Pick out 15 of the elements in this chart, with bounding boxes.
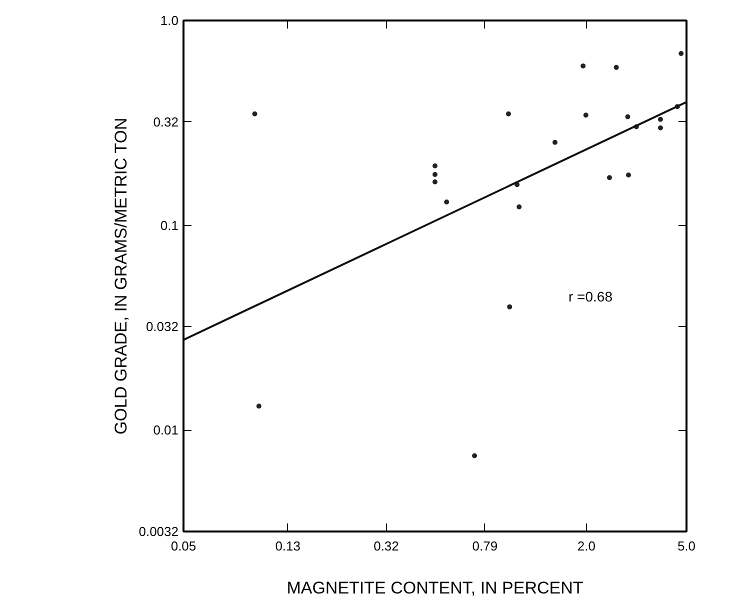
y-tick-label: 0.32: [153, 114, 179, 130]
annotation: r =0.68: [568, 288, 613, 304]
x-tick-label: 2.0: [577, 538, 596, 554]
y-tick-label: 0.01: [153, 422, 179, 438]
y-tick-label: 0.0032: [138, 524, 179, 539]
x-tick-label: 0.32: [374, 538, 399, 554]
y-axis-title: GOLD GRADE, IN GRAMS/METRIC TON: [112, 118, 131, 435]
x-tick-label: 0.05: [170, 538, 196, 554]
y-tick-label: 0.032: [146, 319, 179, 334]
x-tick-label: 0.79: [472, 538, 498, 554]
y-tick-label: 0.1: [160, 218, 179, 233]
y-tick-label: 1.0: [160, 13, 179, 28]
x-axis-title: MAGNETITE CONTENT, IN PERCENT: [286, 578, 584, 598]
x-tick-label: 0.13: [275, 538, 301, 554]
x-tick-label: 5.0: [677, 538, 696, 554]
